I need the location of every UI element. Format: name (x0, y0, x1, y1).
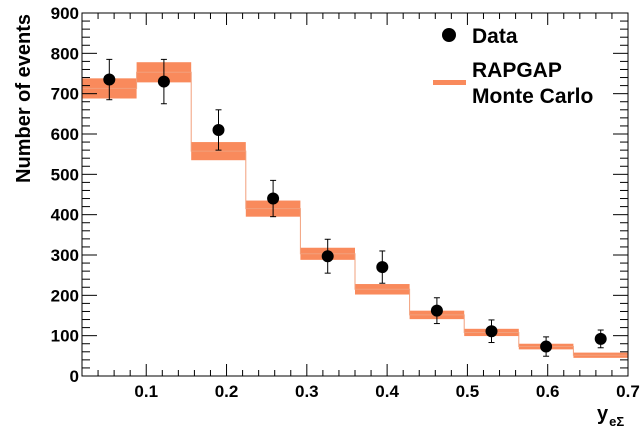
data-point-6 (430, 304, 443, 317)
y-tick-label-9: 900 (51, 4, 79, 23)
mc-outline (82, 71, 628, 356)
y-tick-label-1: 100 (51, 327, 79, 346)
data-point-1 (157, 75, 170, 88)
y-tick-label-3: 300 (51, 246, 79, 265)
y-tick-label-0: 0 (70, 367, 79, 386)
x-axis-title-main: y (597, 403, 609, 425)
data-point-0 (103, 73, 116, 86)
mc-outline-group (82, 71, 628, 356)
y-tick-label-4: 400 (51, 206, 79, 225)
y-axis: 0 100 200 300 400 500 600 700 800 900 (51, 4, 628, 386)
legend-data-label: Data (472, 25, 518, 48)
data-point-4 (321, 250, 334, 263)
x-tick-label-2: 0.3 (295, 382, 319, 401)
x-tick-label-0: 0.1 (134, 382, 158, 401)
y-tick-label-7: 700 (51, 85, 79, 104)
data-point-2 (212, 123, 225, 136)
data-point-5 (376, 261, 389, 274)
x-axis: 0.1 0.2 0.3 0.4 0.5 0.6 0.7 (81, 13, 640, 401)
x-tick-label-5: 0.6 (536, 382, 560, 401)
x-axis-title-subscript: eΣ (609, 414, 624, 429)
y-tick-label-5: 500 (51, 165, 79, 184)
y-tick-label-2: 200 (51, 286, 79, 305)
legend: Data RAPGAP Monte Carlo (433, 25, 593, 108)
data-point-8 (540, 340, 553, 353)
x-tick-label-3: 0.4 (375, 382, 399, 401)
legend-data-marker (442, 28, 456, 42)
data-point-3 (267, 192, 280, 205)
data-point-9 (594, 332, 607, 345)
y-tick-label-8: 800 (51, 44, 79, 63)
x-tick-label-6: 0.7 (616, 382, 640, 401)
legend-mc-swatch (433, 80, 466, 85)
legend-mc-label-line2: Monte Carlo (472, 85, 593, 108)
legend-mc-label-line1: RAPGAP (472, 59, 562, 82)
data-points-group (103, 58, 607, 357)
y-axis-title: Number of events (13, 14, 35, 183)
x-tick-label-4: 0.5 (456, 382, 480, 401)
y-tick-label-6: 600 (51, 125, 79, 144)
data-point-7 (485, 325, 498, 338)
x-tick-label-1: 0.2 (215, 382, 239, 401)
x-axis-title: yeΣ (597, 403, 624, 429)
